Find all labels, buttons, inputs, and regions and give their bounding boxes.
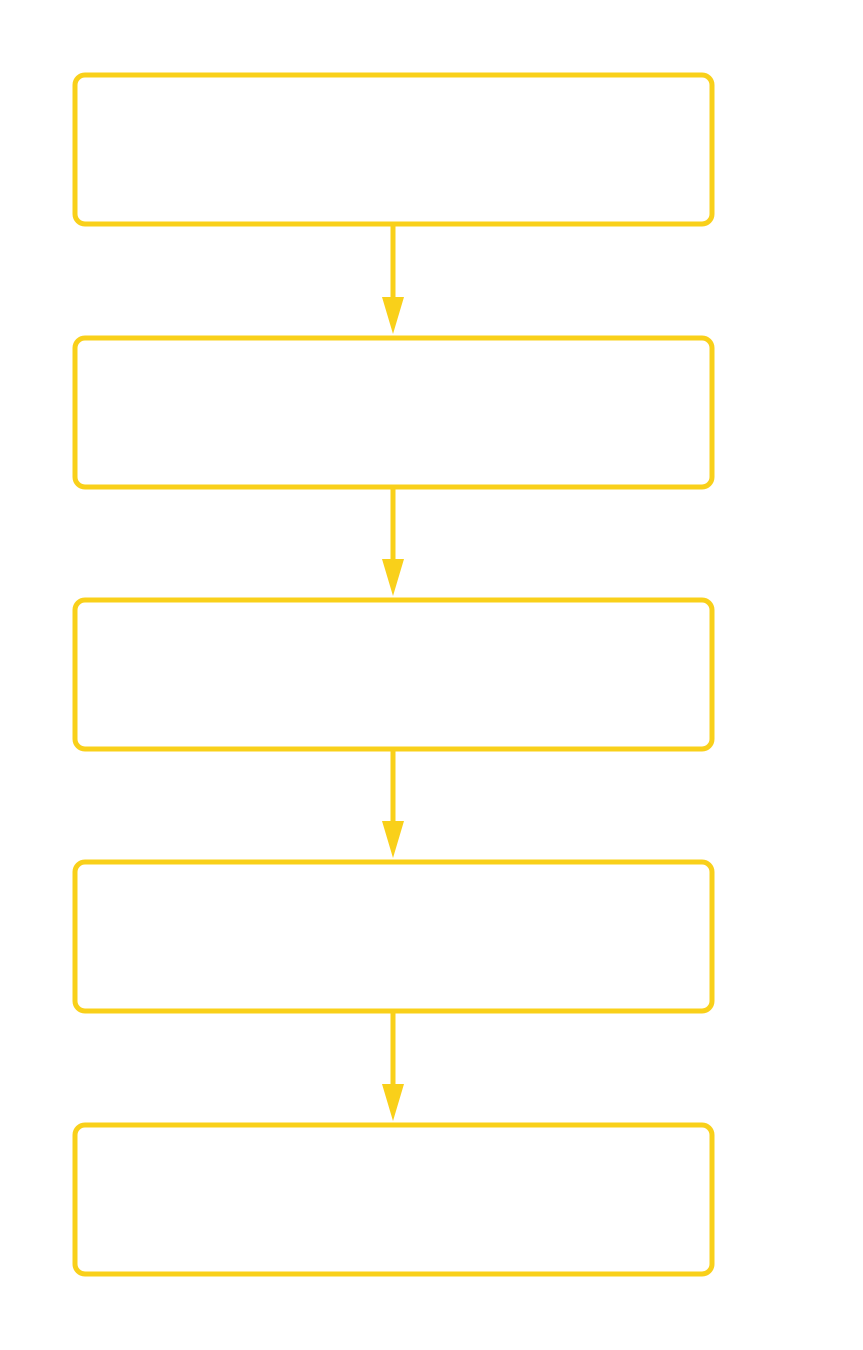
flowchart-step-5 xyxy=(72,1122,715,1277)
flowchart-connectors xyxy=(382,226,404,1121)
flowchart-arrow-4 xyxy=(382,1013,404,1121)
flowchart-step-box xyxy=(72,597,715,752)
flowchart-step-box xyxy=(72,72,715,227)
flowchart-step-1 xyxy=(72,72,715,227)
flowchart-arrow-3 xyxy=(382,751,404,858)
flowchart-step-4 xyxy=(72,859,715,1014)
flowchart-arrow-2 xyxy=(382,489,404,596)
arrow-head xyxy=(382,1084,404,1121)
flowchart-step-box xyxy=(72,1122,715,1277)
flowchart-steps xyxy=(72,72,715,1277)
flowchart-arrow-1 xyxy=(382,226,404,334)
flowchart-step-3 xyxy=(72,597,715,752)
flowchart-step-2 xyxy=(72,335,715,490)
arrow-head xyxy=(382,559,404,596)
arrow-head xyxy=(382,821,404,858)
arrow-head xyxy=(382,297,404,334)
flowchart-step-box xyxy=(72,859,715,1014)
flowchart-step-box xyxy=(72,335,715,490)
